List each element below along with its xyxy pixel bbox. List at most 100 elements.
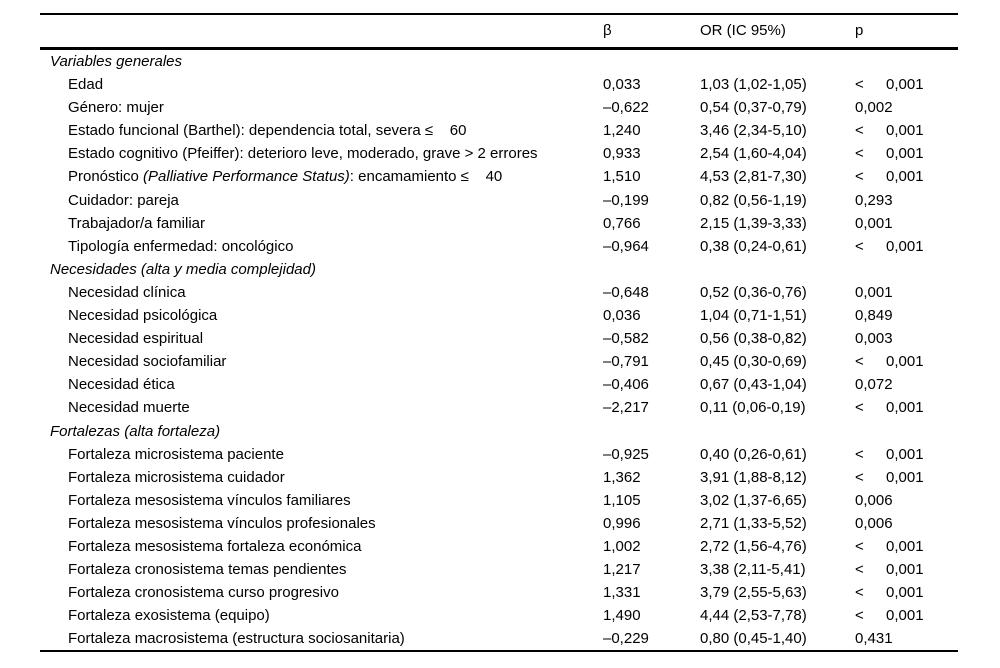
beta-value: –0,199	[603, 191, 649, 209]
row-label: Fortaleza mesosistema fortaleza económic…	[68, 537, 362, 555]
row-label: Fortaleza microsistema paciente	[68, 445, 284, 463]
or-value: 3,46 (2,34-5,10)	[700, 122, 807, 140]
beta-value: 1,510	[603, 168, 641, 186]
or-value: 0,54 (0,37-0,79)	[700, 99, 807, 117]
row-label: Estado funcional (Barthel): dependencia …	[68, 122, 467, 140]
or-value: 3,79 (2,55-5,63)	[700, 584, 807, 602]
row-label: Necesidad sociofamiliar	[68, 353, 227, 371]
p-value: <0,001	[855, 350, 958, 373]
or-value: 0,67 (0,43-1,04)	[700, 376, 807, 394]
section-header-label: Fortalezas (alta fortaleza)	[50, 422, 221, 440]
p-value: <0,001	[855, 119, 958, 142]
p-value: 0,003	[855, 330, 893, 348]
less-than-sign: <	[855, 122, 864, 140]
p-value: <0,001	[855, 581, 958, 604]
p-value: <0,001	[855, 443, 958, 466]
or-value: 0,56 (0,38-0,82)	[700, 330, 807, 348]
or-value: 2,72 (1,56-4,76)	[700, 537, 807, 555]
row-label: Trabajador/a familiar	[68, 214, 205, 232]
beta-value: 0,766	[603, 214, 641, 232]
row-label-part: : encamamiento ≤ 40	[349, 168, 503, 186]
table-row: Necesidad espiritual –0,582 0,56 (0,38-0,8…	[40, 327, 958, 350]
regression-results-table: β OR (IC 95%) p Variables generales Edad 0…	[40, 13, 958, 653]
beta-value: –0,925	[603, 445, 649, 463]
beta-value: 0,036	[603, 307, 641, 325]
table-header-rule	[40, 47, 958, 50]
p-value: 0,001	[855, 214, 893, 232]
p-value: 0,072	[855, 376, 893, 394]
p-value: <0,001	[855, 558, 958, 581]
row-label: Tipología enfermedad: oncológico	[68, 237, 294, 255]
beta-value: 0,033	[603, 76, 641, 94]
p-value: <0,001	[855, 235, 958, 258]
column-header-or: OR (IC 95%)	[700, 22, 786, 39]
p-value: <0,001	[855, 604, 958, 627]
table-row: Tipología enfermedad: oncológico –0,964 0,…	[40, 235, 958, 258]
row-label-part: Pronóstico	[68, 168, 144, 186]
table-body: Variables generales Edad 0,033 1,03 (1,02-1…	[40, 50, 958, 650]
beta-value: –0,229	[603, 630, 649, 648]
table-row: Fortaleza mesosistema vínculos familiare…	[40, 489, 958, 512]
table-row: Fortaleza mesosistema vínculos profesion…	[40, 512, 958, 535]
table-header-row: β OR (IC 95%) p	[40, 15, 958, 47]
or-value: 0,52 (0,36-0,76)	[700, 283, 807, 301]
table-row: Estado cognitivo (Pfeiffer): deterioro l…	[40, 142, 958, 165]
row-label: Necesidad ética	[68, 376, 175, 394]
column-header-p: p	[855, 22, 864, 39]
row-label: Fortaleza mesosistema vínculos familiare…	[68, 491, 351, 509]
table-row: Fortaleza microsistema cuidador 1,362 3,91…	[40, 466, 958, 489]
p-value: 0,001	[855, 283, 893, 301]
p-value: <0,001	[855, 466, 958, 489]
p-value: 0,006	[855, 491, 893, 509]
table-row: Edad 0,033 1,03 (1,02-1,05) <0,001	[40, 73, 958, 96]
beta-value: 1,240	[603, 122, 641, 140]
row-label: Edad	[68, 76, 104, 94]
p-value: <0,001	[855, 535, 958, 558]
table-row: Cuidador: pareja –0,199 0,82 (0,56-1,19) 0,…	[40, 189, 958, 212]
or-value: 0,40 (0,26-0,61)	[700, 445, 807, 463]
table-row: Necesidad ética –0,406 0,67 (0,43-1,04) 0,0…	[40, 373, 958, 396]
p-value: <0,001	[855, 165, 958, 188]
or-value: 0,80 (0,45-1,40)	[700, 630, 807, 648]
table-row: Fortaleza microsistema paciente –0,925 0,4…	[40, 443, 958, 466]
table-row: Fortaleza cronosistema curso progresivo 1…	[40, 581, 958, 604]
beta-value: 1,217	[603, 561, 641, 579]
table-row: Pronóstico (Palliative Performance Statu…	[40, 165, 958, 188]
less-than-sign: <	[855, 561, 864, 579]
section-header-row: Fortalezas (alta fortaleza)	[40, 420, 958, 443]
column-header-beta: β	[603, 22, 612, 39]
less-than-sign: <	[855, 607, 864, 625]
p-value: 0,006	[855, 514, 893, 532]
row-label: Fortaleza mesosistema vínculos profesion…	[68, 514, 376, 532]
row-label: Necesidad clínica	[68, 283, 186, 301]
beta-value: –0,622	[603, 99, 649, 117]
p-value: <0,001	[855, 142, 958, 165]
table-bottom-rule	[40, 650, 958, 653]
row-label: Fortaleza macrosistema (estructura socio…	[68, 630, 405, 648]
or-value: 2,15 (1,39-3,33)	[700, 214, 807, 232]
beta-value: 1,105	[603, 491, 641, 509]
row-label: Necesidad muerte	[68, 399, 190, 417]
less-than-sign: <	[855, 76, 864, 94]
beta-value: 0,933	[603, 145, 641, 163]
beta-value: –0,648	[603, 283, 649, 301]
section-header-row: Necesidades (alta y media complejidad)	[40, 258, 958, 281]
beta-value: –0,964	[603, 237, 649, 255]
table-row: Trabajador/a familiar 0,766 2,15 (1,39-3,3…	[40, 212, 958, 235]
less-than-sign: <	[855, 445, 864, 463]
less-than-sign: <	[855, 353, 864, 371]
beta-value: 1,362	[603, 468, 641, 486]
less-than-sign: <	[855, 399, 864, 417]
or-value: 4,53 (2,81-7,30)	[700, 168, 807, 186]
less-than-sign: <	[855, 537, 864, 555]
beta-value: 0,996	[603, 514, 641, 532]
or-value: 0,45 (0,30-0,69)	[700, 353, 807, 371]
or-value: 0,11 (0,06-0,19)	[700, 399, 806, 417]
or-value: 0,82 (0,56-1,19)	[700, 191, 807, 209]
beta-value: –2,217	[603, 399, 649, 417]
row-label: Fortaleza cronosistema curso progresivo	[68, 584, 339, 602]
table-top-rule	[40, 13, 958, 15]
row-label: Fortaleza exosistema (equipo)	[68, 607, 270, 625]
table-row: Fortaleza cronosistema temas pendientes 1…	[40, 558, 958, 581]
beta-value: 1,331	[603, 584, 641, 602]
